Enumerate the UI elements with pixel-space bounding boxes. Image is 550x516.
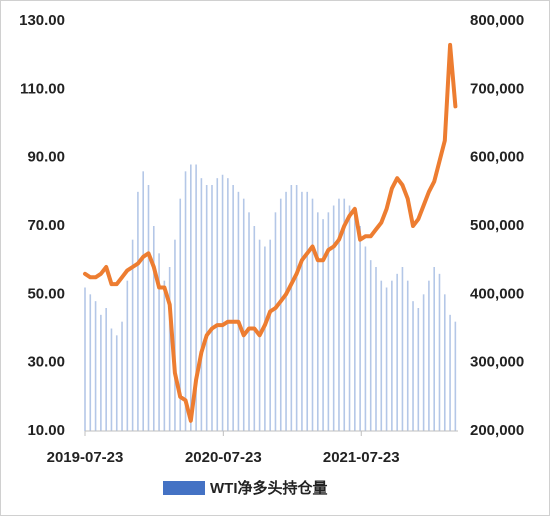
bar: [406, 280, 409, 431]
bar: [338, 198, 340, 431]
bar: [343, 198, 346, 431]
bar: [433, 267, 435, 431]
bar: [248, 212, 250, 431]
y-tick-label: 30.00: [27, 354, 65, 371]
bar: [417, 308, 420, 431]
x-tick-label: 2021-07-23: [323, 449, 400, 466]
y-tick-label: 110.00: [20, 80, 65, 97]
bar: [126, 280, 129, 431]
y2-tick-label: 800,000: [470, 12, 524, 29]
bar: [137, 191, 139, 431]
bar: [147, 185, 150, 431]
bar: [274, 212, 277, 431]
bar: [285, 191, 287, 431]
bar: [369, 260, 372, 431]
bar: [174, 239, 176, 431]
bar: [401, 267, 404, 431]
y2-tick-label: 200,000: [470, 422, 524, 439]
bar: [295, 185, 298, 431]
bar: [163, 280, 166, 431]
bar: [211, 185, 213, 431]
bar: [264, 246, 266, 431]
bar: [449, 314, 451, 431]
bar: [115, 335, 118, 431]
bar: [195, 164, 197, 431]
bar: [84, 287, 86, 431]
y2-tick-label: 400,000: [470, 285, 524, 302]
x-tick-label: 2019-07-23: [47, 449, 124, 466]
bar: [454, 321, 457, 431]
bar: [184, 171, 187, 432]
bar: [438, 273, 441, 431]
bar: [105, 308, 107, 431]
bar: [216, 178, 219, 431]
bar: [332, 205, 335, 431]
bar: [142, 171, 144, 432]
legend-swatch: [163, 481, 205, 495]
bar: [131, 239, 134, 431]
bar: [269, 239, 271, 431]
bar: [89, 294, 92, 431]
bar: [205, 185, 208, 431]
bar: [306, 191, 309, 431]
bar: [391, 280, 393, 431]
bar: [290, 185, 293, 431]
y2-tick-label: 700,000: [470, 80, 524, 97]
bar: [385, 287, 388, 431]
bar: [354, 212, 356, 431]
y2-tick-label: 600,000: [470, 149, 524, 166]
bar: [412, 301, 414, 431]
legend-label: WTI净多头持仓量: [210, 479, 328, 497]
bar: [179, 198, 182, 431]
bar: [190, 164, 192, 431]
bar: [100, 314, 102, 431]
bar: [200, 178, 203, 431]
bar: [375, 267, 377, 431]
bar: [348, 205, 351, 431]
y-tick-label: 10.00: [27, 422, 65, 439]
bar: [237, 191, 240, 431]
bar: [311, 198, 314, 431]
bar: [94, 301, 97, 431]
y-tick-label: 90.00: [27, 149, 65, 166]
bar: [121, 321, 123, 431]
bar: [232, 185, 234, 431]
bar: [221, 174, 224, 431]
bar: [227, 178, 229, 431]
bar: [158, 253, 160, 431]
bar: [422, 294, 425, 431]
bar: [242, 198, 245, 431]
y-tick-label: 70.00: [27, 217, 65, 234]
bar: [110, 328, 113, 431]
y2-tick-label: 300,000: [470, 354, 524, 371]
bar: [359, 226, 361, 431]
bar: [443, 294, 446, 431]
bar: [301, 191, 303, 431]
bar: [364, 246, 367, 431]
bar: [380, 280, 383, 431]
bar: [316, 212, 319, 431]
bar: [428, 280, 430, 431]
y-tick-label: 50.00: [27, 285, 65, 302]
bar: [152, 226, 155, 431]
bar: [327, 212, 330, 431]
bar: [396, 273, 398, 431]
bar: [322, 219, 324, 431]
y2-tick-label: 500,000: [470, 217, 524, 234]
bar: [168, 267, 171, 431]
bar: [279, 198, 282, 431]
x-tick-label: 2020-07-23: [185, 449, 262, 466]
y-tick-label: 130.00: [19, 12, 65, 29]
price-line: [83, 42, 458, 423]
